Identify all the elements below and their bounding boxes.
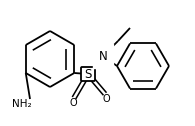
- FancyBboxPatch shape: [81, 67, 95, 81]
- Text: S: S: [84, 68, 92, 81]
- Text: O: O: [69, 98, 77, 108]
- Text: N: N: [99, 50, 107, 62]
- Text: NH₂: NH₂: [12, 99, 32, 109]
- Text: O: O: [102, 94, 110, 104]
